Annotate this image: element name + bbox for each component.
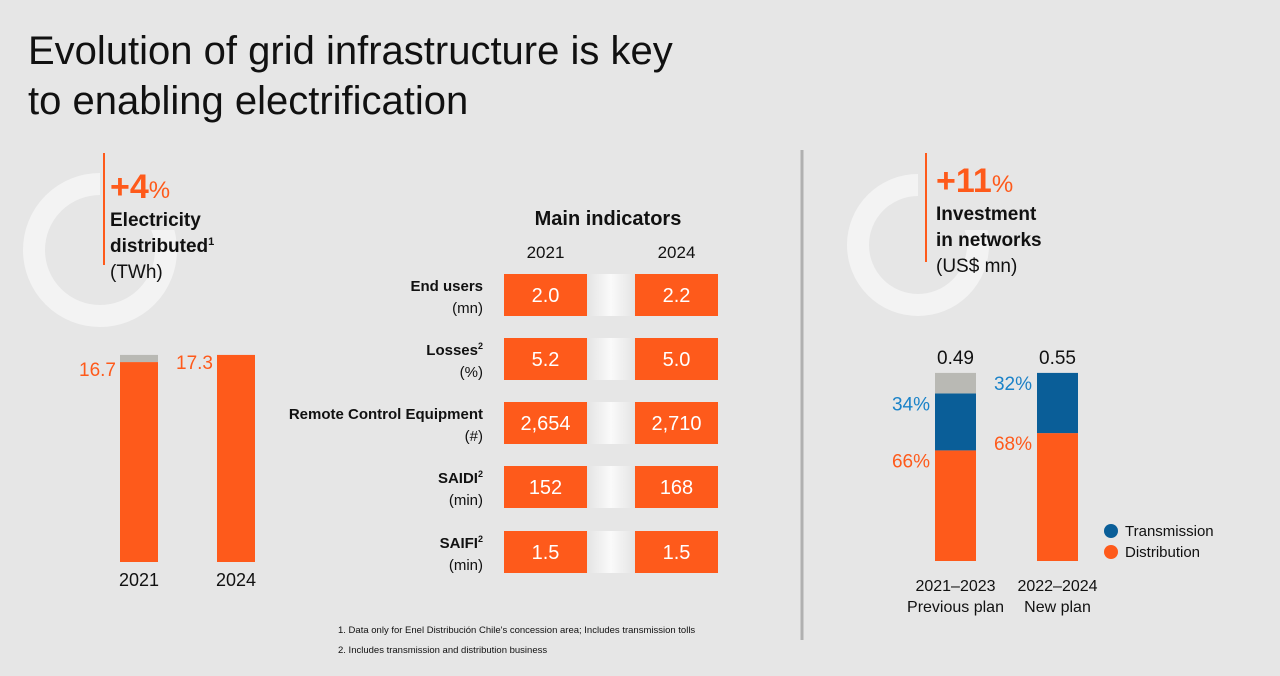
cell-value: 168 (660, 477, 693, 499)
cell-value: 5.2 (532, 349, 560, 371)
cell-value: 5.0 (663, 349, 691, 371)
gap-cell (587, 274, 635, 316)
headline-unit: % (992, 171, 1013, 198)
column-header: 2021 (527, 243, 565, 262)
note-marker: 2 (478, 341, 483, 351)
bar-segment (935, 393, 976, 451)
total-label: 0.49 (937, 348, 974, 369)
cell-value: 2,710 (651, 413, 701, 435)
row-unit: (mn) (452, 300, 483, 317)
row-label-text: SAIDI (438, 470, 478, 487)
gap-cell (587, 466, 635, 508)
value-cell (635, 402, 718, 444)
value-cell (504, 531, 587, 573)
headline-value: +4 (110, 168, 149, 206)
headline-label: Investment (936, 204, 1037, 225)
row-unit: (min) (449, 557, 483, 574)
headline-unit: % (149, 177, 170, 204)
column-header: 2024 (658, 243, 696, 262)
headline-unit-label: (US$ mn) (936, 256, 1017, 277)
bar-segment (1037, 433, 1078, 561)
label-text: Electricity (110, 210, 201, 231)
row-unit: (min) (449, 492, 483, 509)
row-label: Remote Control Equipment (289, 406, 483, 423)
segment-label: 34% (892, 394, 930, 415)
x-tick-label: 2021 (119, 570, 159, 590)
x-tick-sublabel: Previous plan (907, 599, 1004, 616)
segment-label: 66% (892, 451, 930, 472)
row-unit: (%) (460, 364, 483, 381)
title-line: to enabling electrification (28, 79, 468, 123)
x-tick-label: 2021–2023 (915, 578, 995, 595)
value-cell (504, 274, 587, 316)
footnote: 1. Data only for Enel Distribución Chile… (338, 625, 695, 636)
headline-value: +11 (936, 162, 992, 200)
x-tick-sublabel: New plan (1024, 599, 1091, 616)
footnote: 2. Includes transmission and distributio… (338, 645, 547, 656)
ring-mask (918, 150, 998, 230)
cell-value: 2.0 (532, 285, 560, 307)
total-label: 0.55 (1039, 348, 1076, 369)
title-line: Evolution of grid infrastructure is key (28, 29, 673, 73)
cell-value: 1.5 (663, 542, 691, 564)
value-cell (635, 466, 718, 508)
row-label-text: SAIFI (440, 535, 478, 552)
x-tick-label: 2024 (216, 570, 256, 590)
value-cell (504, 402, 587, 444)
cell-value: 152 (529, 477, 562, 499)
bar-segment (1037, 372, 1078, 434)
row-label: End users (410, 278, 483, 295)
ring-mask (100, 150, 190, 230)
label-text: distributed (110, 236, 208, 257)
row-unit: (#) (465, 428, 483, 445)
bar (217, 354, 255, 562)
legend-swatch (1104, 545, 1118, 559)
value-cell (635, 338, 718, 380)
row-label: SAIDI2 (438, 469, 483, 487)
row-label-text: Losses (426, 342, 478, 359)
note-marker: 2 (478, 534, 483, 544)
label-text: Investment (936, 204, 1037, 225)
value-label: 16.7 (79, 360, 116, 381)
value-cell (635, 274, 718, 316)
bar-cap (120, 354, 158, 363)
value-label: 17.3 (176, 353, 213, 374)
value-cell (504, 466, 587, 508)
headline: +4% (110, 168, 170, 206)
gap-cell (587, 531, 635, 573)
row-label: SAIFI2 (440, 534, 483, 552)
legend-label: Distribution (1125, 544, 1200, 561)
bar-segment (935, 450, 976, 561)
segment-label: 68% (994, 434, 1032, 455)
label-text: in networks (936, 230, 1042, 251)
segment-label: 32% (994, 374, 1032, 395)
gap-cell (587, 338, 635, 380)
bar-cap (935, 372, 976, 394)
bar (120, 362, 158, 562)
table-title: Main indicators (535, 208, 682, 230)
headline-label: Electricity (110, 210, 201, 231)
row-label-text: Remote Control Equipment (289, 406, 483, 423)
headline-label: in networks (936, 230, 1042, 251)
legend-label: Transmission (1125, 523, 1214, 540)
row-label-text: End users (410, 278, 483, 295)
note-marker: 1 (208, 236, 214, 248)
value-cell (635, 531, 718, 573)
cell-value: 2.2 (663, 285, 691, 307)
headline: +11% (936, 162, 1013, 200)
headline-label: distributed1 (110, 236, 214, 257)
x-tick-label: 2022–2024 (1017, 578, 1097, 595)
note-marker: 2 (478, 469, 483, 479)
headline-unit-label: (TWh) (110, 262, 163, 283)
cell-value: 1.5 (532, 542, 560, 564)
cell-value: 2,654 (520, 413, 570, 435)
gap-cell (587, 402, 635, 444)
row-label: Losses2 (426, 341, 483, 359)
value-cell (504, 338, 587, 380)
legend-swatch (1104, 524, 1118, 538)
